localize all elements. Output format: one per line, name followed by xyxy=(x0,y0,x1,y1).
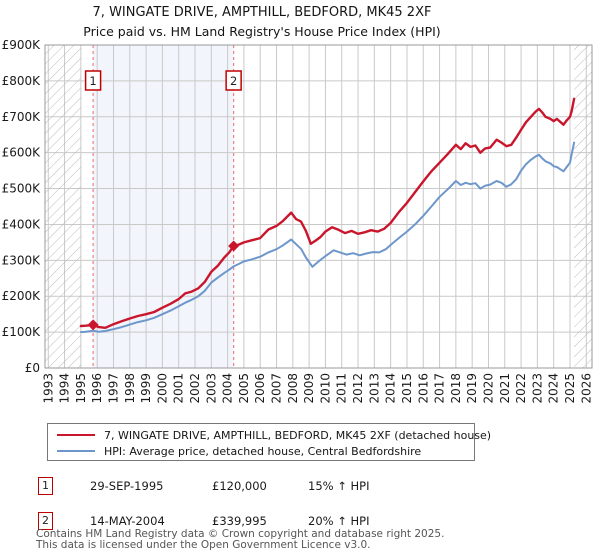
chart-plot-area: 1 2 £0 £100K £200K £300K £400K £500K £600K £700K £… xyxy=(2,38,594,404)
sale-marker-number: 2 xyxy=(230,74,237,88)
x-tick-label: 2012 xyxy=(351,373,365,404)
x-tick-label: 1999 xyxy=(139,373,153,404)
no-data-hatch-right xyxy=(574,45,592,368)
sale-marker-diamond xyxy=(87,319,99,331)
x-tick-label: 2019 xyxy=(465,373,479,404)
x-tick-label: 2025 xyxy=(563,373,577,404)
transaction-2-badge: 2 xyxy=(38,512,53,530)
x-tick-label: 1997 xyxy=(106,373,120,404)
y-tick-label: £200K xyxy=(2,289,42,303)
x-tick-label: 2026 xyxy=(579,373,593,404)
x-tick-label: 2008 xyxy=(286,373,300,404)
x-tick-label: 2000 xyxy=(155,373,169,404)
transaction-2-date: 14-MAY-2004 xyxy=(90,514,165,528)
hpi-line-swatch xyxy=(57,450,95,452)
legend-label-hpi: HPI: Average price, detached house, Cent… xyxy=(104,444,422,458)
x-tick-label: 2010 xyxy=(318,373,332,404)
transaction-1-price: £120,000 xyxy=(212,479,267,493)
y-tick-label: £100K xyxy=(2,325,42,339)
x-tick-label: 2018 xyxy=(449,373,463,404)
x-tick-label: 1996 xyxy=(90,373,104,404)
y-tick-label: £0 xyxy=(25,361,40,375)
x-tick-label: 2023 xyxy=(530,373,544,404)
price-chart: 1 2 £0 £100K £200K £300K £400K £500K £600K £700K £… xyxy=(2,38,594,404)
y-tick-label: £500K xyxy=(2,182,42,196)
page-title: 7, WINGATE DRIVE, AMPTHILL, BEDFORD, MK4… xyxy=(92,5,432,20)
property-line-swatch xyxy=(57,434,95,436)
licence-line: This data is licensed under the Open Gov… xyxy=(36,539,371,551)
x-tick-label: 2024 xyxy=(547,373,561,404)
y-tick-label: £900K xyxy=(2,38,42,52)
y-tick-label: £600K xyxy=(2,146,42,160)
x-tick-label: 2014 xyxy=(384,373,398,404)
transaction-2-price: £339,995 xyxy=(212,514,267,528)
x-tick-label: 2002 xyxy=(188,373,202,404)
chart-legend: 7, WINGATE DRIVE, AMPTHILL, BEDFORD, MK4… xyxy=(47,423,491,461)
x-tick-label: 2009 xyxy=(302,373,316,404)
x-tick-label: 2006 xyxy=(253,373,267,404)
series-line xyxy=(79,141,576,334)
x-tick-label: 2020 xyxy=(481,373,495,404)
x-tick-label: 2011 xyxy=(335,373,349,404)
copyright-line: Contains HM Land Registry data © Crown c… xyxy=(36,528,445,540)
x-tick-label: 2016 xyxy=(416,373,430,404)
transaction-2-hpi-delta: 20% ↑ HPI xyxy=(308,514,370,528)
transaction-row: 2 14-MAY-2004 £339,995 20% ↑ HPI xyxy=(0,512,600,532)
y-tick-label: £800K xyxy=(2,74,42,88)
legend-item-hpi: HPI: Average price, detached house, Cent… xyxy=(57,443,474,459)
ownership-period-band xyxy=(93,45,234,368)
x-tick-label: 1993 xyxy=(41,373,55,404)
x-tick-label: 2017 xyxy=(433,373,447,404)
x-tick-label: 2001 xyxy=(172,373,186,404)
x-tick-label: 2004 xyxy=(221,373,235,404)
transaction-1-hpi-delta: 15% ↑ HPI xyxy=(308,479,370,493)
sale-marker-flag xyxy=(84,70,102,91)
series-line xyxy=(79,97,576,329)
x-tick-label: 2013 xyxy=(367,373,381,404)
page-subtitle: Price paid vs. HM Land Registry's House … xyxy=(83,24,441,39)
x-tick-label: 2015 xyxy=(400,373,414,404)
transaction-row: 1 29-SEP-1995 £120,000 15% ↑ HPI xyxy=(0,477,600,497)
x-tick-label: 1994 xyxy=(58,373,72,404)
x-tick-label: 2007 xyxy=(270,373,284,404)
x-tick-label: 2003 xyxy=(204,373,218,404)
x-tick-label: 2021 xyxy=(498,373,512,404)
y-tick-label: £700K xyxy=(2,110,42,124)
sale-marker-diamond xyxy=(228,240,240,252)
sale-marker-flag xyxy=(225,70,242,91)
x-tick-label: 1995 xyxy=(74,373,88,404)
x-tick-label: 2022 xyxy=(514,373,528,404)
legend-label-property: 7, WINGATE DRIVE, AMPTHILL, BEDFORD, MK4… xyxy=(104,428,492,442)
y-tick-label: £400K xyxy=(2,217,42,231)
no-data-hatch-left xyxy=(45,45,81,368)
x-tick-label: 1998 xyxy=(123,373,137,404)
legend-item-property: 7, WINGATE DRIVE, AMPTHILL, BEDFORD, MK4… xyxy=(57,427,491,443)
y-tick-label: £300K xyxy=(2,253,42,267)
transaction-1-badge: 1 xyxy=(38,477,53,495)
transaction-1-date: 29-SEP-1995 xyxy=(90,479,164,493)
sale-marker-number: 1 xyxy=(89,74,96,88)
x-tick-label: 2005 xyxy=(237,373,251,404)
